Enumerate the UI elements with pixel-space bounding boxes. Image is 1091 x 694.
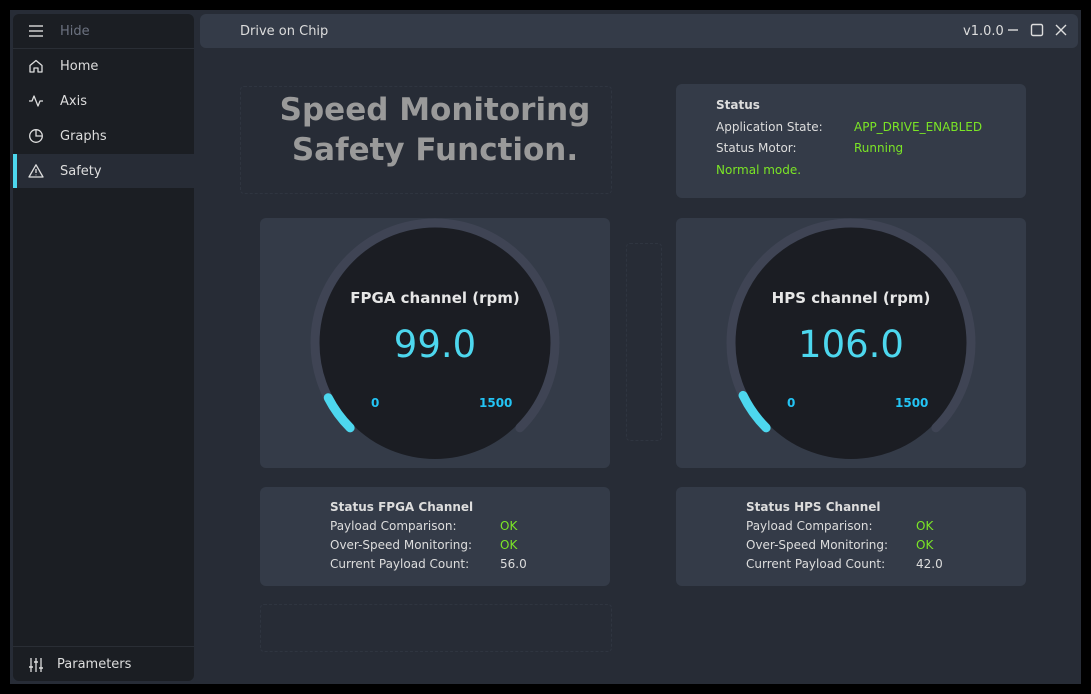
title-frame: [240, 86, 612, 194]
payload-comparison-label: Payload Comparison:: [330, 519, 457, 533]
over-speed-value: OK: [500, 538, 518, 552]
motor-status-value: Running: [854, 141, 904, 155]
parameters-label: Parameters: [57, 657, 132, 672]
alert-triangle-icon: [27, 162, 45, 180]
title-bar[interactable]: Drive on Chip v1.0.0: [200, 14, 1078, 48]
app-title: Drive on Chip: [240, 24, 329, 39]
sidebar-item-safety[interactable]: Safety: [13, 154, 194, 188]
close-icon[interactable]: [1053, 22, 1069, 38]
gauge-min-label: 0: [371, 396, 380, 410]
gauge-fill: [738, 390, 771, 433]
gauge-min-label: 0: [787, 396, 796, 410]
payload-comparison-label: Payload Comparison:: [746, 519, 873, 533]
activity-icon: [27, 92, 45, 110]
hide-label: Hide: [60, 23, 90, 39]
motor-status-label: Status Motor:: [716, 141, 797, 155]
maximize-icon[interactable]: [1029, 22, 1045, 38]
app-state-label: Application State:: [716, 120, 823, 134]
sidebar-item-label: Home: [60, 58, 99, 74]
page-title-line: Safety Function.: [291, 132, 579, 168]
payload-count-label: Current Payload Count:: [330, 557, 470, 571]
over-speed-label: Over-Speed Monitoring:: [746, 538, 889, 552]
payload-count-value: 42.0: [916, 557, 943, 571]
page-title-line: Speed Monitoring: [279, 92, 591, 128]
sidebar-item-label: Graphs: [60, 128, 107, 144]
payload-count-label: Current Payload Count:: [746, 557, 886, 571]
sidebar: Hide Home Axis Graphs Safety: [13, 14, 194, 681]
gauge-face: [735, 227, 967, 459]
version-label: v1.0.0: [963, 24, 1004, 39]
hps-gauge-panel: HPS channel (rpm) 106.0 0 1500: [676, 218, 1026, 468]
sidebar-item-parameters[interactable]: Parameters: [13, 646, 194, 682]
over-speed-value: OK: [916, 538, 934, 552]
hps-gauge: [726, 218, 976, 459]
gauge-track: [726, 218, 976, 433]
over-speed-label: Over-Speed Monitoring:: [330, 538, 473, 552]
gauge-value: 99.0: [393, 323, 477, 366]
sidebar-item-home[interactable]: Home: [13, 49, 194, 83]
sidebar-toggle-hide[interactable]: Hide: [13, 14, 194, 49]
gauge-value: 106.0: [798, 323, 904, 366]
app-window: Hide Home Axis Graphs Safety: [10, 10, 1081, 684]
fpga-gauge: [310, 218, 560, 459]
hps-status-heading: Status HPS Channel: [746, 500, 881, 514]
mode-text: Normal mode.: [716, 163, 802, 177]
gauge-title: FPGA channel (rpm): [350, 289, 520, 307]
payload-comparison-value: OK: [500, 519, 518, 533]
minimize-icon[interactable]: [1005, 22, 1021, 38]
fpga-status-heading: Status FPGA Channel: [330, 500, 474, 514]
app-state-value: APP_DRIVE_ENABLED: [854, 120, 983, 134]
fpga-status-panel: Status FPGA Channel Payload Comparison: …: [260, 487, 610, 586]
pie-chart-icon: [27, 127, 45, 145]
gauge-fill: [323, 393, 355, 433]
gauge-max-label: 1500: [479, 396, 513, 410]
sidebar-item-axis[interactable]: Axis: [13, 84, 194, 118]
divider-frame: [626, 243, 662, 441]
empty-frame: [260, 604, 612, 652]
gauge-max-label: 1500: [895, 396, 929, 410]
payload-count-value: 56.0: [500, 557, 527, 571]
fpga-gauge-panel: FPGA channel (rpm) 99.0 0 1500: [260, 218, 610, 468]
sidebar-item-label: Safety: [60, 163, 102, 179]
gauge-track: [310, 218, 560, 433]
menu-icon: [27, 22, 45, 40]
gauge-title: HPS channel (rpm): [771, 289, 931, 307]
status-heading: Status: [716, 98, 760, 112]
hps-status-panel: Status HPS Channel Payload Comparison: O…: [676, 487, 1026, 586]
status-panel: Status Application State: APP_DRIVE_ENAB…: [676, 84, 1026, 198]
sidebar-item-graphs[interactable]: Graphs: [13, 119, 194, 153]
home-icon: [27, 57, 45, 75]
payload-comparison-value: OK: [916, 519, 934, 533]
sliders-icon: [27, 656, 45, 674]
sidebar-item-label: Axis: [60, 93, 87, 109]
page-title: Speed Monitoring Safety Function.: [260, 90, 610, 170]
gauge-face: [319, 227, 551, 459]
